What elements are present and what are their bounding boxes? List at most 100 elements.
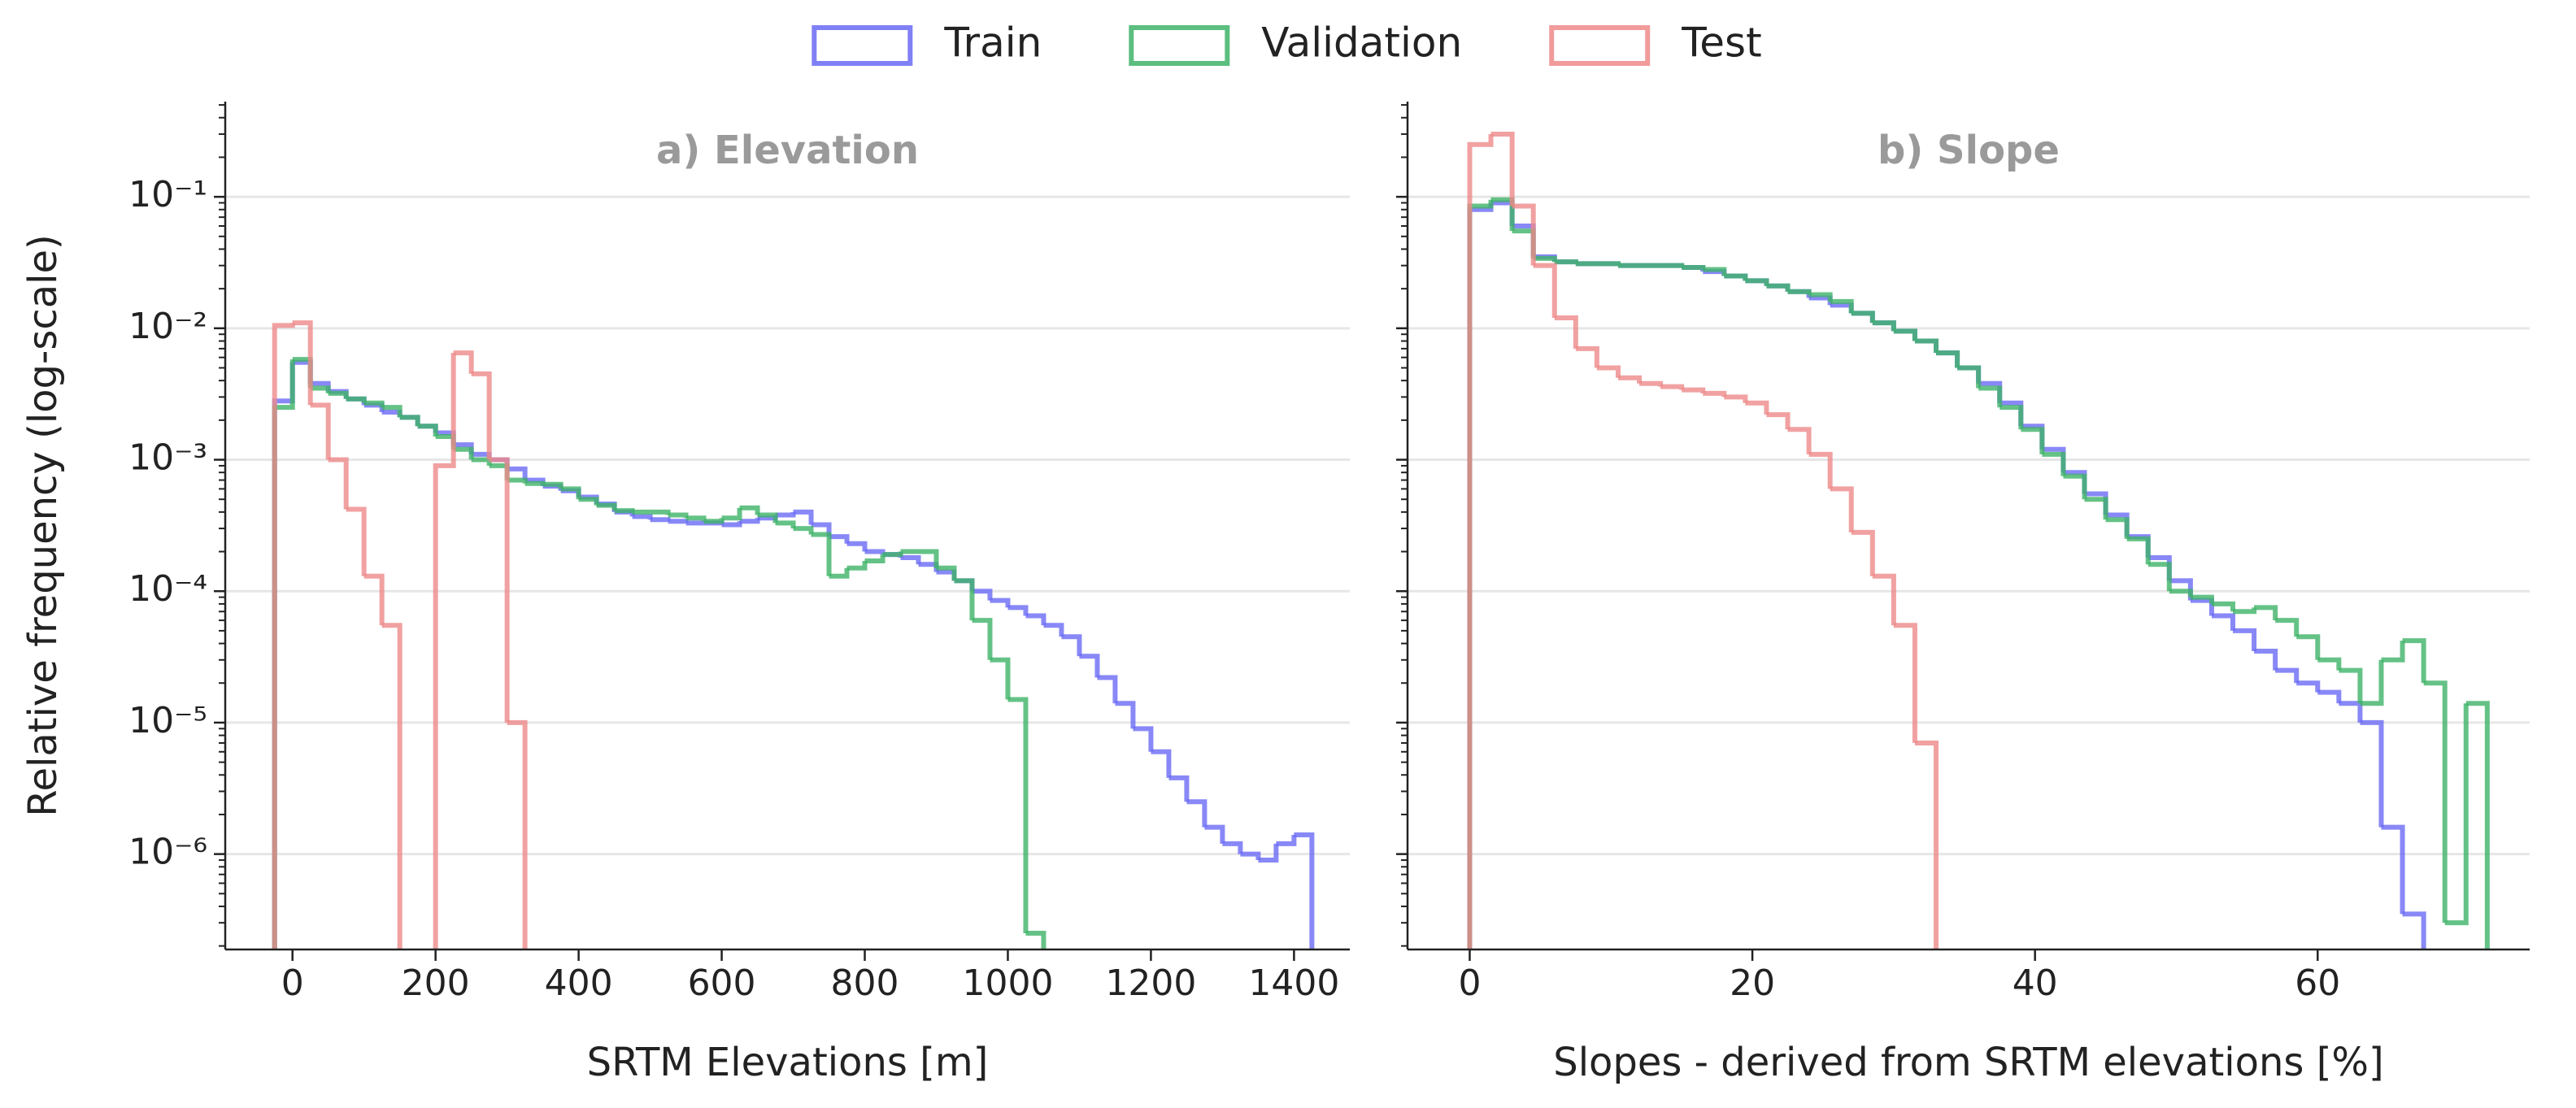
histogram-step: [2211, 613, 2236, 631]
histogram-step: [346, 396, 367, 403]
histogram-step: [954, 578, 975, 621]
histogram-step: [2296, 680, 2321, 693]
histogram-step: [1872, 320, 1896, 332]
histogram-step: [1575, 345, 1599, 368]
histogram-step: [1808, 451, 1833, 489]
histogram-step: [1554, 259, 1578, 265]
histogram-step: [2275, 667, 2300, 684]
histogram-step: [775, 511, 796, 518]
histogram-step: [864, 549, 886, 555]
histogram-step: [435, 434, 456, 450]
x-tick-label: 400: [545, 962, 613, 1004]
histogram-step: [381, 405, 402, 418]
histogram-step: [1660, 263, 1685, 268]
histogram-step: [1936, 350, 1960, 368]
histogram-step: [668, 512, 689, 519]
histogram-step: [2465, 701, 2490, 949]
x-axis-label: SRTM Elevations [m]: [587, 1040, 989, 1085]
histogram-step: [2169, 589, 2193, 597]
histogram-step: [1893, 328, 1917, 341]
histogram-step: [1851, 529, 1875, 576]
histogram-step: [793, 509, 814, 525]
histogram-step: [721, 507, 742, 521]
histogram-step: [2423, 680, 2448, 923]
histogram-step: [542, 483, 564, 491]
histogram-step: [2233, 628, 2257, 651]
x-tick-label: 600: [688, 962, 756, 1004]
histogram-step: [918, 549, 939, 568]
histogram-step: [1490, 200, 1515, 226]
histogram-step: [1596, 261, 1621, 267]
y-tick-label: 10⁻⁴: [128, 568, 207, 610]
histogram-step: [2360, 719, 2384, 828]
histogram-step: [1830, 302, 1854, 314]
legend-swatch: [1549, 25, 1651, 66]
histogram-step: [310, 402, 331, 460]
histogram-step: [829, 567, 850, 579]
histogram-step: [2233, 607, 2257, 615]
x-tick-label: 0: [1458, 962, 1481, 1004]
legend-label: Train: [943, 20, 1042, 67]
histogram-step: [1061, 634, 1082, 657]
histogram-step: [1512, 228, 1536, 259]
histogram-step: [596, 502, 617, 511]
histogram-step: [990, 597, 1011, 608]
panel-title: a) Elevation: [656, 128, 919, 173]
x-axis-label: Slopes - derived from SRTM elevations [%…: [1553, 1040, 2384, 1085]
histogram-step: [2042, 451, 2066, 476]
histogram-step: [2063, 473, 2087, 500]
x-tick-label: 1200: [1105, 962, 1196, 1004]
histogram-step: [1204, 824, 1225, 844]
histogram-step: [1639, 380, 1664, 387]
histogram-step: [2296, 634, 2321, 660]
histogram-step: [1745, 278, 1769, 286]
histogram-step: [793, 526, 814, 535]
histogram-step: [882, 551, 903, 558]
histogram-step: [1703, 390, 1727, 398]
histogram-step: [292, 320, 313, 406]
x-tick-label: 800: [831, 962, 899, 1004]
histogram-step: [1168, 775, 1190, 802]
x-tick-label: 40: [2012, 962, 2058, 1004]
histogram-step: [2402, 911, 2426, 949]
y-tick-label: 10⁻³: [128, 437, 207, 479]
histogram-step: [972, 618, 993, 660]
histogram-step: [2339, 701, 2363, 723]
histogram-step: [1533, 263, 1557, 319]
histogram-step: [650, 517, 671, 523]
x-tick-label: 200: [402, 962, 470, 1004]
histogram-step: [1957, 365, 1982, 389]
histogram-step: [918, 562, 939, 572]
histogram-step: [328, 390, 349, 399]
histogram-step: [775, 520, 796, 529]
histogram-step: [972, 589, 993, 601]
histogram-step: [739, 505, 760, 515]
histogram-step: [1893, 623, 1917, 743]
histogram-step: [1999, 405, 2024, 430]
histogram-step: [1808, 295, 1833, 306]
histogram-step: [2254, 605, 2278, 621]
histogram-step: [453, 350, 474, 374]
histogram-step: [864, 554, 886, 563]
histogram-step: [1851, 311, 1875, 324]
histogram-step: [381, 410, 402, 418]
histogram-step: [1276, 835, 1297, 846]
histogram-step: [2147, 554, 2172, 581]
histogram-step: [471, 371, 492, 460]
histogram-step: [703, 518, 724, 524]
histogram-step: [1787, 289, 1812, 295]
histogram-step: [936, 569, 957, 581]
histogram-step: [2126, 536, 2151, 565]
histogram-step: [846, 541, 868, 552]
histogram-step: [1007, 697, 1029, 933]
histogram-step: [1787, 427, 1812, 454]
y-tick-label: 10⁻⁵: [128, 700, 207, 741]
histogram-step: [1596, 365, 1621, 378]
histogram-step: [1467, 199, 1494, 949]
histogram-step: [846, 560, 868, 571]
histogram-step: [1115, 701, 1136, 729]
histogram-step: [272, 359, 295, 949]
x-tick-label: 1400: [1248, 962, 1339, 1004]
histogram-step: [2339, 667, 2363, 704]
